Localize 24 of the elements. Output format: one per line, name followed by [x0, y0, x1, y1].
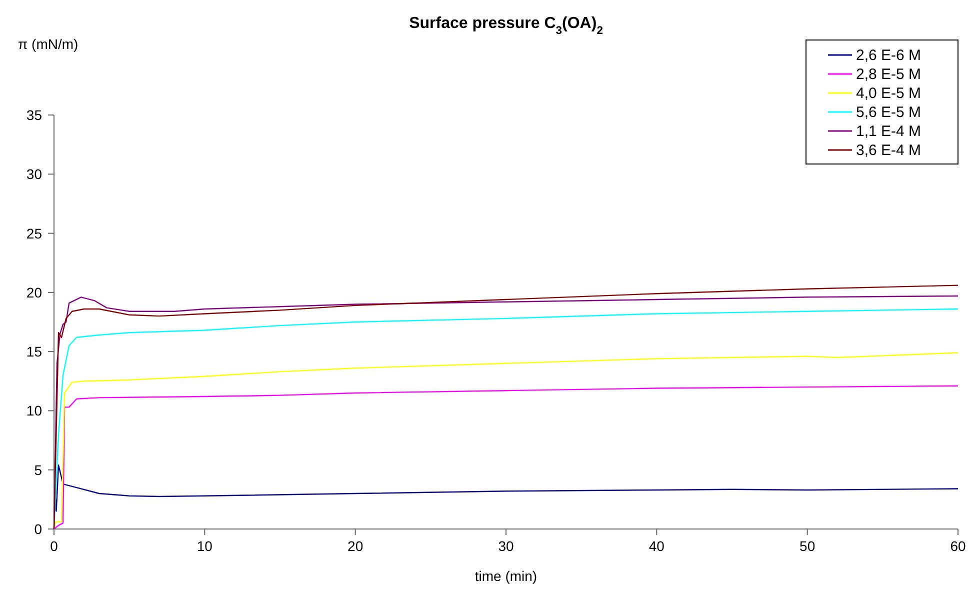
- y-tick-label: 0: [34, 521, 42, 537]
- x-axis-title: time (min): [474, 568, 538, 584]
- x-tick-label: 50: [800, 538, 816, 554]
- chart-title: Surface pressure C$_{3}$(OA)$_{2}$: [409, 15, 603, 37]
- legend-label: 2,8 E-5 M: [856, 66, 922, 83]
- x-tick-label: 0: [50, 538, 58, 554]
- legend-label: 1,1 E-4 M: [856, 123, 922, 140]
- y-tick-label: 30: [26, 166, 42, 182]
- y-tick-label: 35: [26, 107, 42, 123]
- legend-label: 4,0 E-5 M: [856, 85, 922, 102]
- x-tick-label: 10: [196, 538, 213, 554]
- legend-label: 2,6 E-6 M: [856, 47, 922, 64]
- x-tick-label: 20: [348, 538, 364, 554]
- y-tick-label: 10: [26, 402, 42, 419]
- x-tick-label: 30: [498, 538, 514, 554]
- y-axis-title: π (mN/m): [18, 36, 78, 52]
- legend-label: 5,6 E-5 M: [856, 104, 922, 121]
- x-tick-label: 40: [648, 538, 665, 554]
- y-tick-label: 20: [26, 284, 42, 300]
- y-tick-label: 15: [26, 344, 42, 360]
- legend-label: 3,6 E-4 M: [856, 142, 922, 159]
- x-tick-label: 60: [950, 538, 966, 554]
- y-tick-label: 25: [26, 225, 42, 242]
- y-tick-label: 5: [34, 462, 42, 478]
